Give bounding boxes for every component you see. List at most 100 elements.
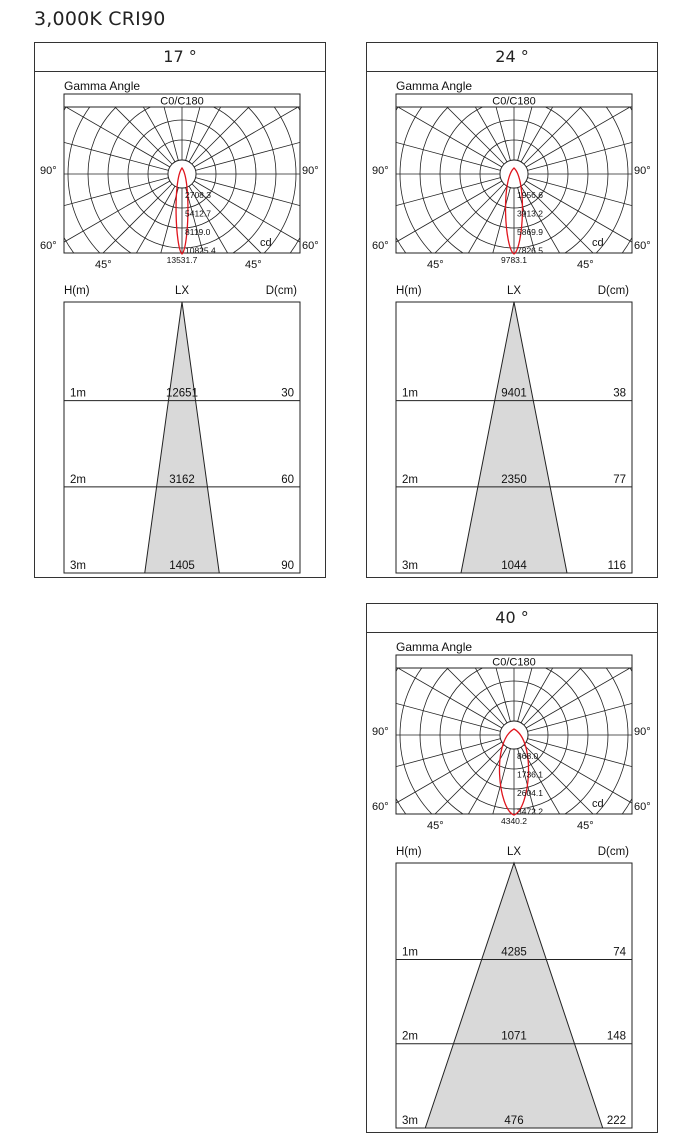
polar-spoke — [520, 107, 554, 163]
ring-value-label: 1736.1 — [517, 770, 543, 780]
polar-spoke — [397, 107, 503, 168]
polar-spoke — [517, 187, 536, 253]
angle-60-right: 60° — [302, 240, 319, 252]
angle-45-right: 45° — [245, 259, 262, 271]
polar-spoke — [396, 141, 501, 171]
light-cone — [424, 861, 604, 1129]
angle-90-left: 90° — [40, 165, 57, 177]
angle-60-left: 60° — [40, 240, 57, 252]
polar-spoke — [163, 107, 179, 161]
angle-60-right: 60° — [634, 801, 651, 813]
polar-spoke — [492, 748, 511, 814]
polar-spoke — [517, 668, 533, 722]
row-lux: 2350 — [501, 474, 527, 486]
row-height: 3m — [70, 560, 86, 572]
polar-center — [499, 159, 529, 189]
polar-spoke — [495, 107, 511, 161]
polar-spoke — [396, 702, 501, 732]
col-height-header: H(m) — [396, 285, 422, 297]
angle-90-left: 90° — [372, 165, 389, 177]
angle-45-left: 45° — [427, 820, 444, 832]
polar-spoke — [467, 185, 508, 253]
photometric-panel: 24 ° Gamma Angle C0/C180 1956.6 3913.2 5869.9… — [366, 42, 658, 578]
angle-45-left: 45° — [95, 259, 112, 271]
polar-spoke — [102, 183, 173, 253]
polar-spoke — [434, 183, 505, 253]
col-diameter-header: D(cm) — [598, 285, 629, 297]
angle-90-right: 90° — [634, 165, 651, 177]
peak-cd-label: 9783.1 — [501, 255, 527, 265]
angle-45-left: 45° — [427, 259, 444, 271]
polar-spoke — [527, 141, 632, 171]
polar-spoke — [520, 185, 561, 253]
polar-spoke — [495, 668, 511, 722]
row-diameter: 74 — [613, 946, 626, 958]
row-diameter: 38 — [613, 388, 626, 400]
row-lux: 476 — [504, 1115, 523, 1127]
ring-value-label: 5412.7 — [185, 209, 211, 219]
photometric-panel: 17 ° Gamma Angle C0/C180 2708.3 5412.7 8119.0… — [34, 42, 326, 578]
row-lux: 1405 — [169, 560, 195, 572]
polar-spoke — [160, 187, 179, 253]
ring-value-label: 3913.2 — [517, 209, 543, 219]
ring-value-label: 7826.5 — [517, 246, 543, 256]
polar-spoke — [64, 141, 169, 171]
row-diameter: 60 — [281, 474, 294, 486]
ring-value-label: 2604.1 — [517, 788, 543, 798]
polar-spoke — [446, 668, 505, 726]
polar-spoke — [446, 107, 505, 165]
col-height-header: H(m) — [396, 846, 422, 858]
ring-value-label: 10825.4 — [185, 246, 216, 256]
row-height: 1m — [70, 388, 86, 400]
angle-60-left: 60° — [372, 240, 389, 252]
polar-spoke — [525, 668, 631, 729]
row-height: 3m — [402, 1115, 418, 1127]
light-cone — [460, 301, 568, 574]
polar-spoke — [191, 107, 250, 165]
polar-spoke — [191, 183, 262, 253]
ring-value-label: 1956.6 — [517, 190, 543, 200]
polar-spoke — [396, 180, 503, 243]
polar-spoke — [492, 187, 511, 253]
polar-spoke — [523, 107, 582, 165]
row-diameter: 148 — [607, 1031, 626, 1043]
polar-spoke — [195, 177, 300, 207]
peak-cd-label: 4340.2 — [501, 816, 527, 826]
col-diameter-header: D(cm) — [266, 285, 297, 297]
row-diameter: 222 — [607, 1115, 626, 1127]
polar-spoke — [474, 107, 508, 163]
angle-60-right: 60° — [634, 240, 651, 252]
row-height: 3m — [402, 560, 418, 572]
row-lux: 1071 — [501, 1031, 527, 1043]
gamma-angle-label: Gamma Angle — [64, 79, 140, 93]
polar-spoke — [520, 746, 561, 814]
light-cone — [144, 301, 220, 574]
col-lux-header: LX — [507, 846, 521, 858]
polar-spoke — [397, 668, 503, 729]
cd-unit: cd — [592, 237, 604, 249]
ring-value-label: 868.0 — [517, 751, 539, 761]
row-diameter: 77 — [613, 474, 626, 486]
row-lux: 9401 — [501, 388, 527, 400]
row-height: 2m — [402, 1031, 418, 1043]
col-lux-header: LX — [507, 285, 521, 297]
ring-value-label: 3472.2 — [517, 807, 543, 817]
polar-spoke — [142, 107, 176, 163]
polar-spoke — [195, 141, 300, 171]
page-title: 3,000K CRI90 — [34, 8, 166, 30]
ring-value-label: 5869.9 — [517, 227, 543, 237]
photometric-diagram: Gamma Angle C0/C180 868.0 1736.1 2604.1 3472.… — [372, 640, 651, 1129]
angle-60-left: 60° — [372, 801, 389, 813]
cd-unit: cd — [592, 798, 604, 810]
polar-grid — [64, 107, 300, 253]
photometric-diagram: Gamma Angle C0/C180 1956.6 3913.2 5869.9 7826… — [372, 79, 651, 574]
polar-spoke — [185, 107, 201, 161]
intensity-curve — [504, 167, 524, 255]
polar-spoke — [188, 185, 229, 253]
polar-spoke — [523, 668, 582, 726]
photometric-diagram: Gamma Angle C0/C180 2708.3 5412.7 8119.0 1082… — [40, 79, 319, 574]
polar-spoke — [193, 107, 299, 168]
polar-center — [167, 159, 197, 189]
ring-value-label: 8119.0 — [185, 227, 211, 237]
polar-spoke — [517, 107, 533, 161]
